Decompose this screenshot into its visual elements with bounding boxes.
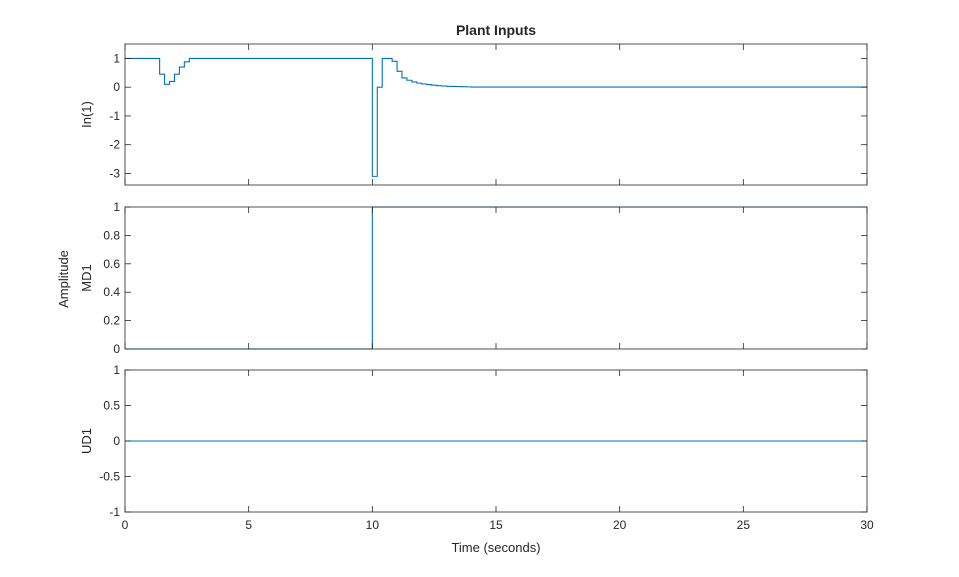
y-tick-label: 1 — [113, 51, 120, 65]
subplot-2: 1 0.8 0.6 0.4 0.2 0 MD1 — [79, 200, 868, 356]
y-tick-label: -2 — [109, 138, 120, 152]
y-tick-label: 0 — [113, 434, 120, 448]
figure-title: Plant Inputs — [456, 22, 536, 38]
y-tick-label: -1 — [109, 505, 120, 519]
series-line-subplot-1 — [125, 57, 868, 177]
y-tick-label: 1 — [113, 363, 120, 377]
y-tick-label: -1 — [109, 109, 120, 123]
y-tick-label: 0 — [113, 80, 120, 94]
x-tick-label: 10 — [366, 518, 380, 532]
x-tick-label: 20 — [613, 518, 627, 532]
y-tick-label: 0.8 — [103, 228, 120, 242]
y-tick-label: 1 — [113, 200, 120, 214]
axes-layer: 10-1-2-3In(1)10.80.60.40.20MD110.50-0.5-… — [79, 43, 874, 532]
y-axis-label-subplot-3: UD1 — [79, 428, 94, 454]
x-axis-label: Time (seconds) — [451, 540, 540, 555]
x-tick-label: 0 — [122, 518, 129, 532]
y-tick-label: -3 — [109, 166, 120, 180]
y-tick-label: 0 — [113, 342, 120, 356]
y-tick-label: -0.5 — [99, 470, 120, 484]
y-axis-label-subplot-2: MD1 — [79, 264, 94, 291]
y-tick-label: 0.6 — [103, 257, 120, 271]
y-tick-label: 0.5 — [103, 399, 120, 413]
x-tick-label: 5 — [245, 518, 252, 532]
x-tick-label: 30 — [860, 518, 874, 532]
y-tick-label: 0.4 — [103, 285, 120, 299]
x-tick-label: 15 — [489, 518, 503, 532]
x-tick-label: 25 — [737, 518, 751, 532]
y-axis-label-subplot-1: In(1) — [79, 101, 94, 128]
shared-y-axis-label: Amplitude — [56, 250, 71, 308]
subplot-1: 1 0 -1 -2 -3 In(1) — [79, 43, 868, 186]
y-tick-label: 0.2 — [103, 314, 120, 328]
